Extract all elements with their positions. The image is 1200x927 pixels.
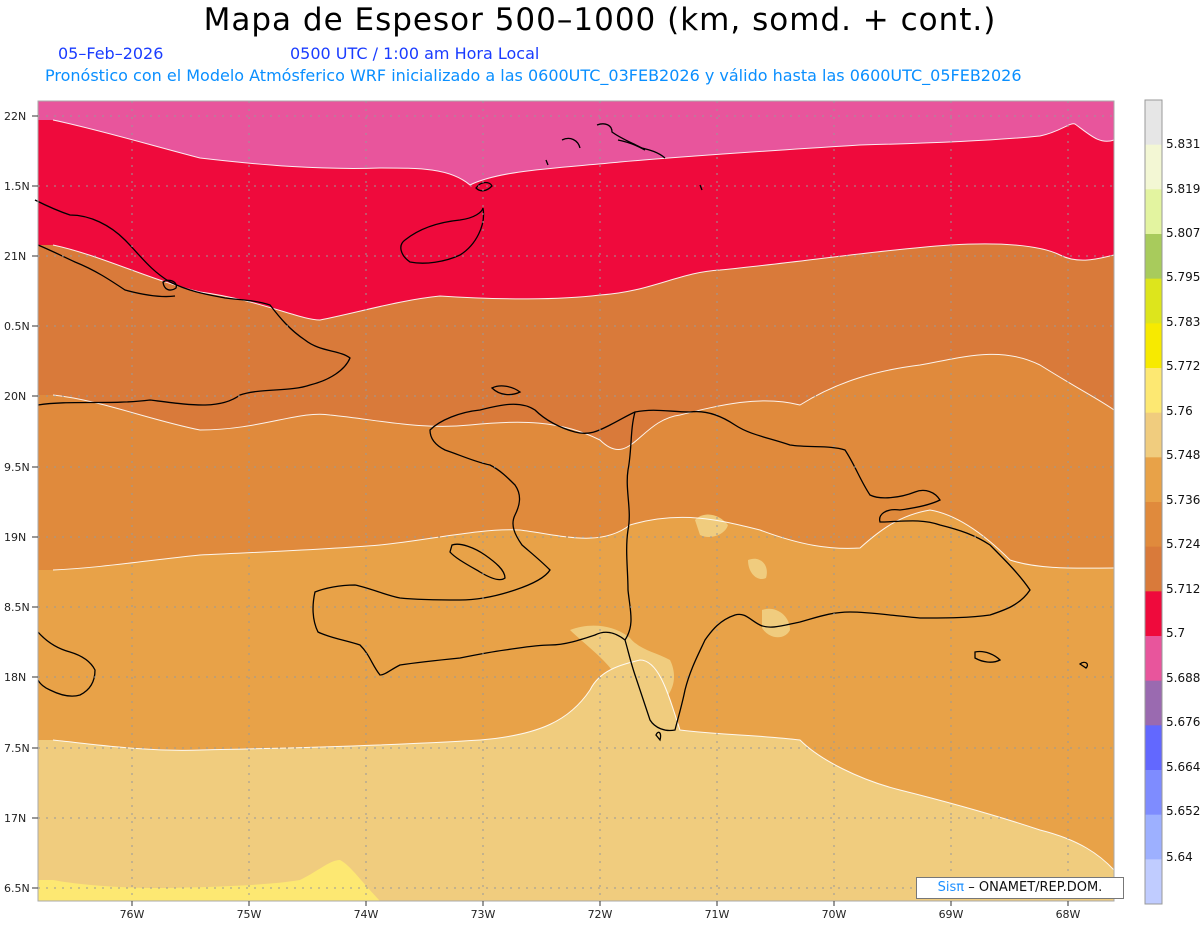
lat-label: 0.5N (4, 320, 30, 333)
colorbar-label: 5.76 (1166, 404, 1193, 418)
colorbar-label: 5.748 (1166, 448, 1200, 462)
colorbar-swatch (1145, 100, 1162, 146)
lat-label: 9.5N (4, 461, 30, 474)
lat-label: 20N (4, 390, 26, 403)
colorbar-swatch (1145, 591, 1162, 637)
lon-label: 76W (120, 908, 145, 921)
colorbar-label: 5.724 (1166, 537, 1200, 551)
colorbar-swatch (1145, 725, 1162, 771)
colorbar-label: 5.64 (1166, 850, 1193, 864)
coastlines (34, 123, 1089, 742)
credit-onamet: – ONAMET/REP.DOM. (968, 880, 1103, 895)
lat-label: 21N (4, 250, 26, 263)
coastline-tortuga (490, 385, 522, 396)
coastline-inagua (400, 207, 485, 264)
map-frame (37, 100, 1115, 902)
graticule (38, 101, 1114, 901)
forecast-description: Pronóstico con el Modelo Atmósferico WRF… (45, 66, 1022, 85)
credit-sis: Sisπ (937, 880, 965, 895)
lat-label: 6.5N (4, 882, 30, 895)
latitude-axis: 22N 1.5N 21N 0.5N 20N 9.5N 19N 8.5N 18N … (4, 110, 30, 895)
colorbar-frame (1144, 99, 1163, 905)
colorbar-label: 5.676 (1166, 715, 1200, 729)
colorbar-label: 5.652 (1166, 804, 1200, 818)
coastline-jamaica (37, 631, 96, 697)
colorbar-swatch (1145, 680, 1162, 726)
colorbar-swatch (1145, 546, 1162, 592)
colorbar-swatch (1145, 234, 1162, 280)
lat-ticks (32, 115, 38, 889)
lon-label: 73W (471, 908, 496, 921)
colorbar-label: 5.807 (1166, 226, 1200, 240)
lon-label: 68W (1056, 908, 1081, 921)
colorbar-swatch (1145, 502, 1162, 548)
colorbar-swatch (1145, 144, 1162, 190)
coastline-caicos (561, 123, 666, 159)
lon-label: 71W (705, 908, 730, 921)
colorbar-label: 5.819 (1166, 182, 1200, 196)
lon-label: 75W (237, 908, 262, 921)
lat-label: 7.5N (4, 742, 30, 755)
longitude-axis: 76W 75W 74W 73W 72W 71W 70W 69W 68W (120, 908, 1081, 921)
lat-label: 19N (4, 531, 26, 544)
page-title: Mapa de Espesor 500–1000 (km, somd. + co… (203, 2, 997, 38)
contour-5-724 (52, 353, 1115, 450)
tan-patch-central (695, 514, 728, 537)
lon-label: 69W (939, 908, 964, 921)
forecast-date: 05–Feb–2026 (58, 44, 164, 63)
colorbar-swatch (1145, 189, 1162, 235)
coastline-cuba (34, 199, 351, 406)
contour-5-736 (52, 509, 1115, 571)
colorbar-swatch (1145, 859, 1162, 905)
colorbar-swatch (1145, 457, 1162, 503)
border-haiti-dr (624, 411, 636, 641)
fill-band-tan (38, 660, 1114, 901)
colorbar-swatch (1145, 278, 1162, 324)
fill-band-yellow (38, 860, 380, 901)
colorbar-swatch (1145, 368, 1162, 414)
lat-label: 1.5N (4, 180, 30, 193)
colorbar-swatch (1145, 770, 1162, 816)
colorbar-label: 5.664 (1166, 760, 1200, 774)
contour-5-70 (52, 119, 1115, 186)
colorbar-swatch (1145, 814, 1162, 860)
credit-box: Sisπ – ONAMET/REP.DOM. (916, 877, 1124, 899)
lon-label: 70W (822, 908, 847, 921)
coastline-saona (655, 650, 1089, 742)
tan-patch-small (748, 558, 767, 580)
lat-label: 8.5N (4, 601, 30, 614)
lat-label: 18N (4, 671, 26, 684)
colorbar-label: 5.772 (1166, 359, 1200, 373)
colorbar-label: 5.831 (1166, 137, 1200, 151)
lat-label: 17N (4, 812, 26, 825)
colorbar-labels: 5.831 5.819 5.807 5.795 5.783 5.772 5.76… (1166, 137, 1200, 864)
coastline-gonave (449, 543, 506, 581)
colorbar-label: 5.795 (1166, 270, 1200, 284)
tan-patch-east (762, 608, 790, 638)
colorbar-label: 5.688 (1166, 671, 1200, 685)
colorbar-label: 5.712 (1166, 582, 1200, 596)
colorbar-label: 5.783 (1166, 315, 1200, 329)
forecast-time: 0500 UTC / 1:00 am Hora Local (290, 44, 540, 63)
colorbar-label: 5.736 (1166, 493, 1200, 507)
lon-label: 72W (588, 908, 613, 921)
colorbar-swatch (1145, 636, 1162, 682)
coastline-bahamas-small (545, 159, 703, 191)
colorbar-legend (1144, 99, 1163, 905)
coastline-cuba-north (37, 244, 176, 298)
colorbar-swatch (1145, 323, 1162, 369)
lon-label: 74W (354, 908, 379, 921)
lat-label: 22N (4, 110, 26, 123)
coastline-small-cays (162, 181, 493, 291)
lon-ticks (131, 901, 1069, 906)
coastline-hispaniola (312, 403, 1031, 732)
colorbar-label: 5.7 (1166, 626, 1185, 640)
colorbar-swatch (1145, 412, 1162, 458)
